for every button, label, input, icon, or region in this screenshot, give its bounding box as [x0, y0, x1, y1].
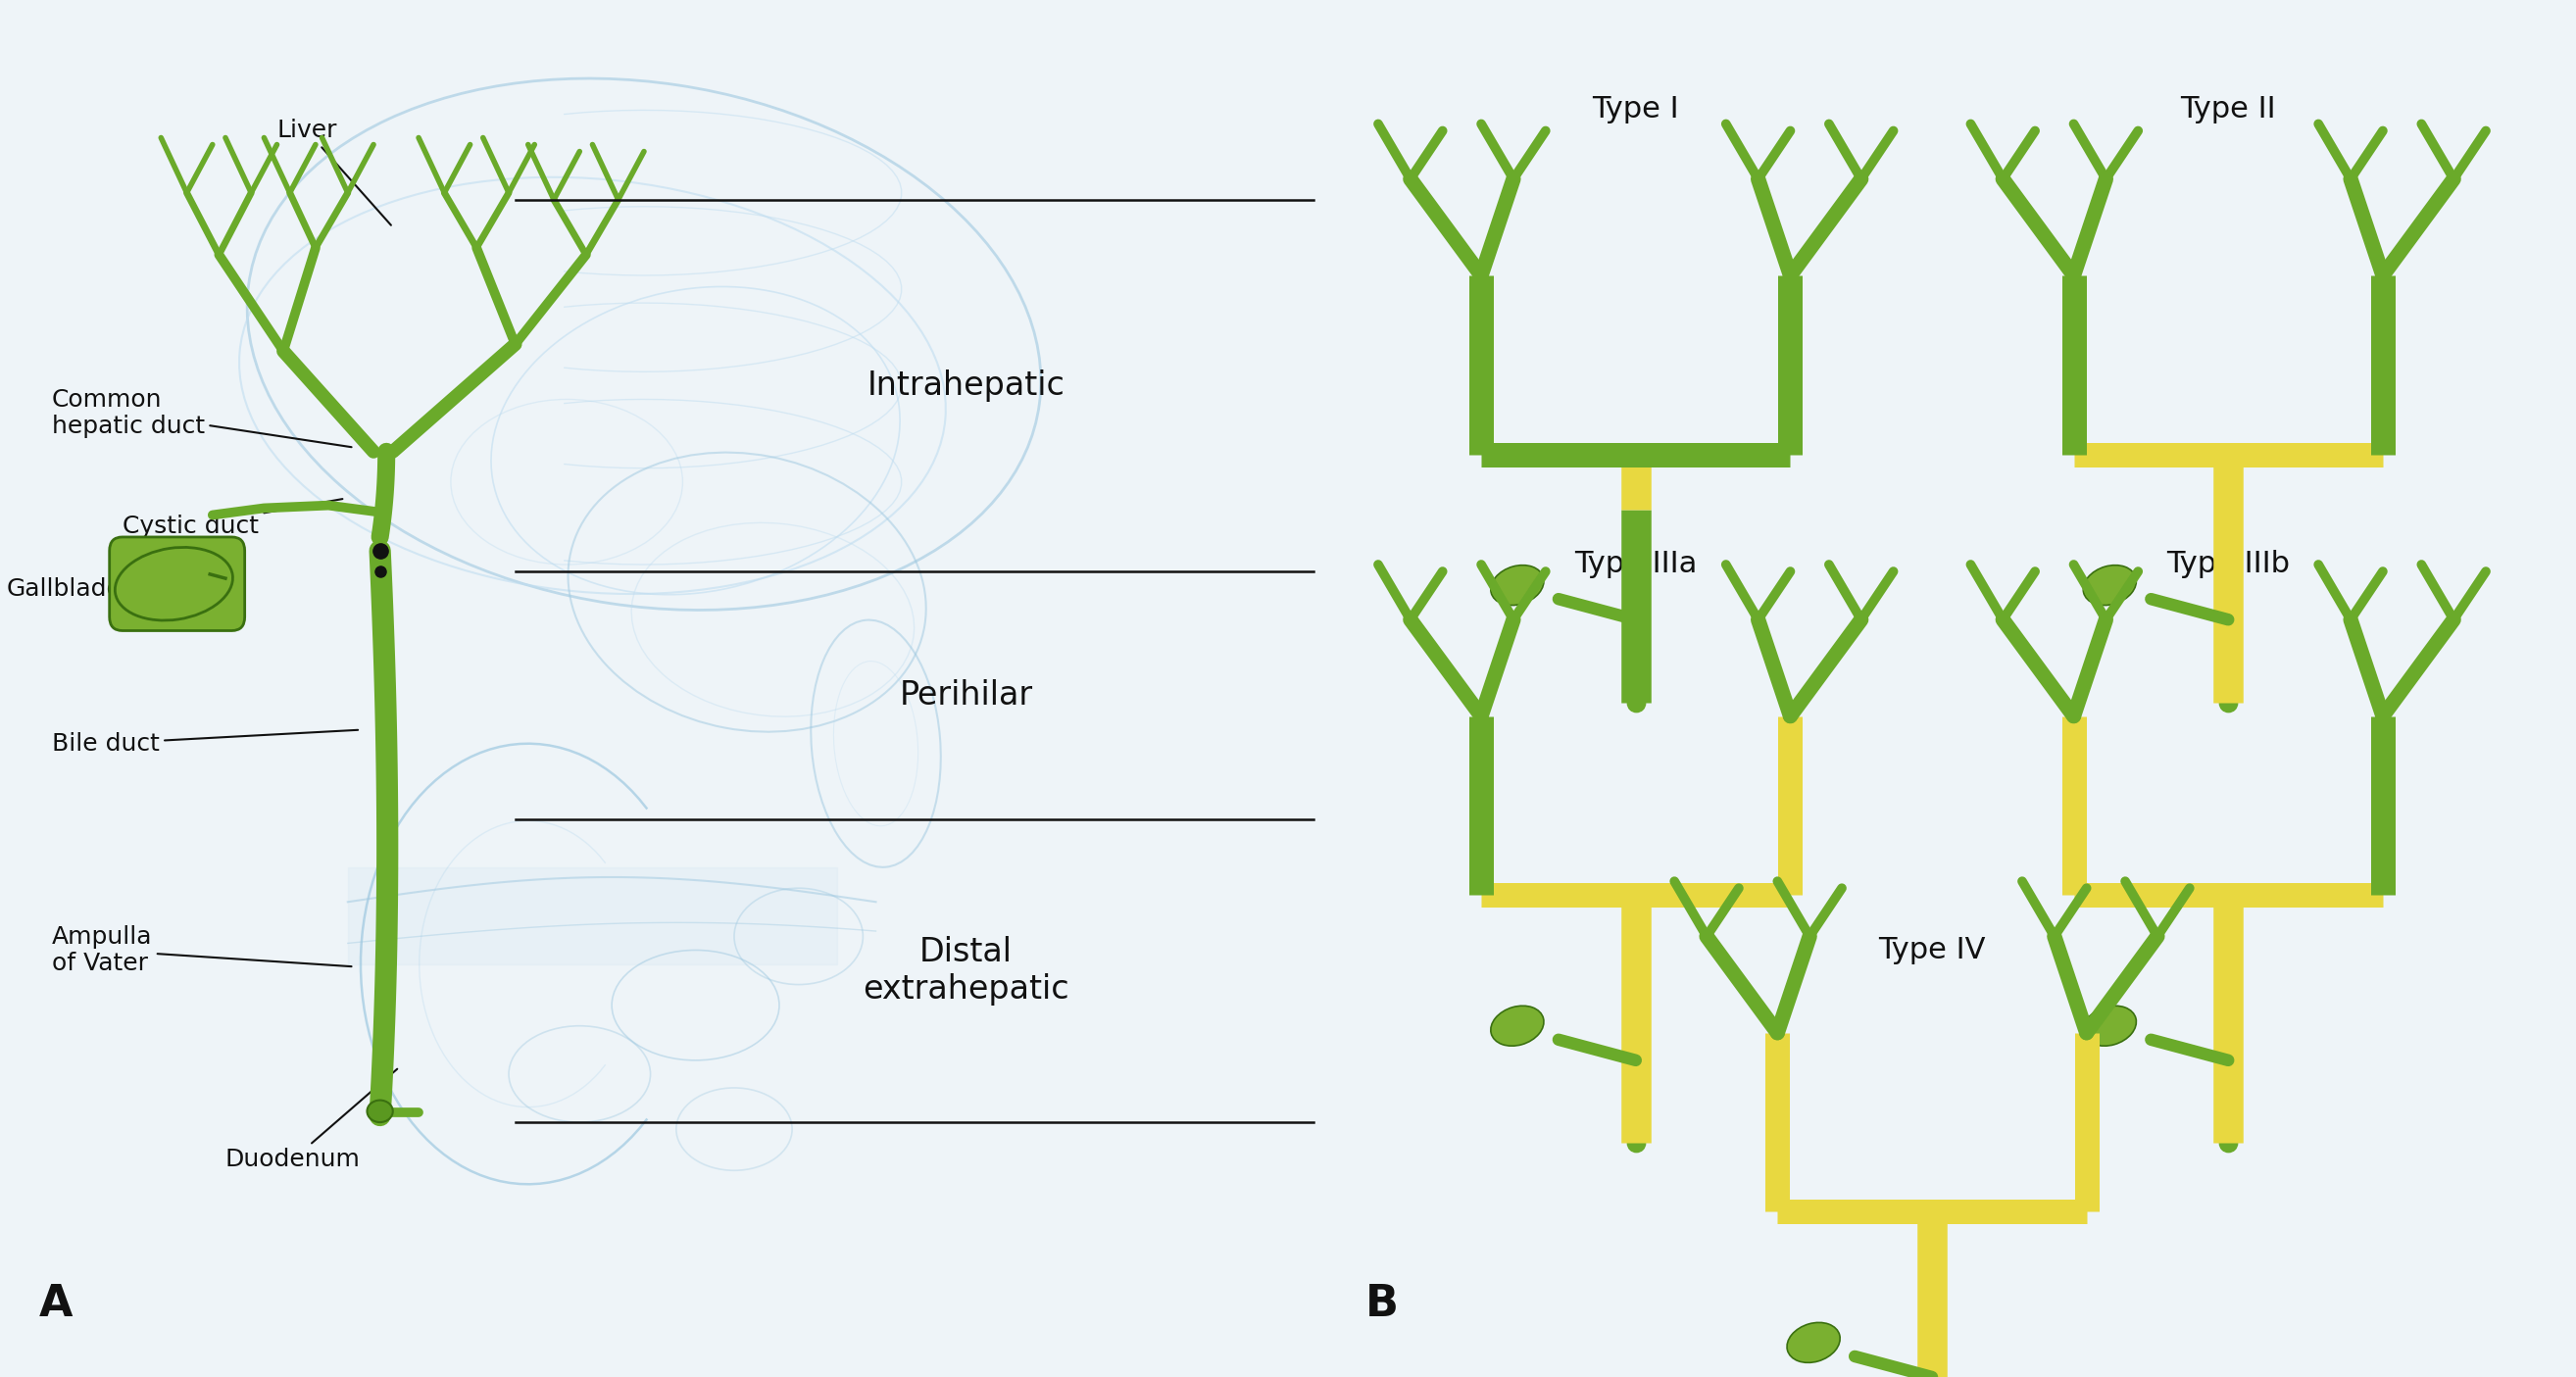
- Text: Ampulla
of Vater: Ampulla of Vater: [52, 925, 350, 975]
- Ellipse shape: [366, 1100, 392, 1122]
- Ellipse shape: [1492, 565, 1543, 606]
- Text: B: B: [1365, 1282, 1399, 1325]
- Text: Perihilar: Perihilar: [899, 679, 1033, 712]
- Text: Type II: Type II: [2179, 95, 2277, 124]
- Ellipse shape: [2084, 565, 2136, 606]
- Text: Type I: Type I: [1592, 95, 1680, 124]
- Ellipse shape: [1492, 1005, 1543, 1047]
- Text: Liver: Liver: [276, 118, 392, 226]
- Text: A: A: [39, 1282, 72, 1325]
- Ellipse shape: [116, 547, 232, 621]
- Text: Cystic duct: Cystic duct: [121, 498, 343, 538]
- Ellipse shape: [1788, 1322, 1839, 1363]
- Text: Type IIIa: Type IIIa: [1574, 549, 1698, 578]
- Text: Duodenum: Duodenum: [227, 1069, 397, 1172]
- Text: Gallbladder: Gallbladder: [5, 577, 196, 602]
- Text: Common
hepatic duct: Common hepatic duct: [52, 388, 350, 448]
- Text: Bile duct: Bile duct: [52, 730, 358, 756]
- Ellipse shape: [2084, 1005, 2136, 1047]
- Text: Type IIIb: Type IIIb: [2166, 549, 2290, 578]
- Text: Distal
extrahepatic: Distal extrahepatic: [863, 936, 1069, 1005]
- FancyBboxPatch shape: [108, 537, 245, 631]
- Text: Type IV: Type IV: [1878, 935, 1986, 964]
- Text: Intrahepatic: Intrahepatic: [868, 369, 1064, 402]
